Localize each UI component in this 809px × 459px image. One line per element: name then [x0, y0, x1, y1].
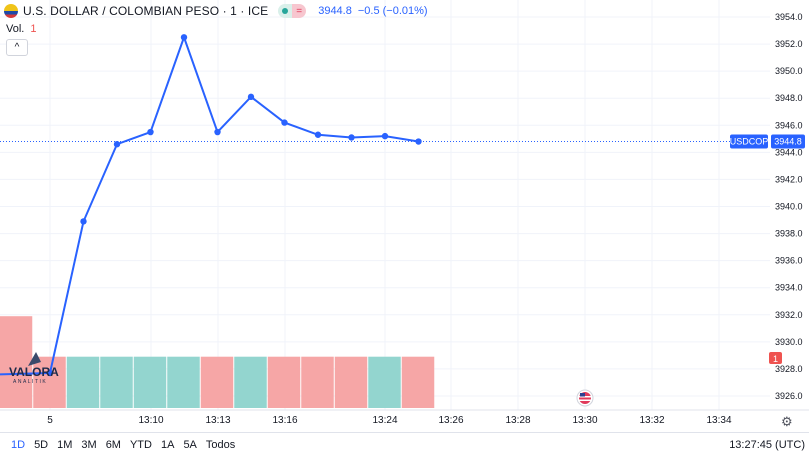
- price-point: [381, 132, 389, 140]
- valora-logo: VALORA ANALITIK: [9, 352, 59, 385]
- price-point: [46, 369, 54, 377]
- time-tick-label: 13:24: [372, 415, 397, 426]
- volume-bar: [234, 356, 267, 408]
- volume-tag: 1: [769, 352, 782, 364]
- price-point: [214, 128, 221, 136]
- volume-bars: [0, 316, 435, 408]
- price-point: [80, 218, 87, 225]
- range-1d[interactable]: 1D: [11, 439, 26, 451]
- price-chart[interactable]: 3926.0 3928.0 3930.0 3932.0 3934.0 3936.0 3938…: [0, 0, 809, 432]
- price-tick-label: 3952.0: [775, 39, 803, 49]
- market-status-pill[interactable]: =: [278, 4, 307, 18]
- volume-value: 1: [30, 23, 37, 35]
- volume-bar: [100, 356, 133, 408]
- price-series: [0, 34, 422, 377]
- symbol-title[interactable]: U.S. DOLLAR / COLOMBIAN PESO · 1 · ICE: [23, 4, 269, 18]
- market-open-icon: [278, 4, 293, 18]
- range-1m[interactable]: 1M: [57, 439, 73, 451]
- time-tick-label: 13:32: [639, 415, 664, 426]
- chevron-up-icon: ^: [14, 42, 20, 53]
- range-ytd[interactable]: YTD: [129, 439, 152, 451]
- us-event-icon[interactable]: [576, 389, 594, 407]
- price-tick-label: 3948.0: [775, 93, 803, 103]
- price-point: [281, 119, 288, 126]
- time-tick-label: 13:34: [706, 415, 731, 426]
- price-tick-label: 3942.0: [775, 174, 803, 184]
- price-tick-label: 3934.0: [775, 283, 803, 293]
- volume-bar: [301, 356, 334, 408]
- price-change: −0.5 (−0.01%): [357, 5, 428, 17]
- range-selector: 1D 5D 1M 3M 6M YTD 1A 5A Todos: [11, 439, 235, 451]
- price-tick-label: 3938.0: [775, 229, 803, 239]
- time-tick-label: 13:30: [572, 415, 597, 426]
- volume-bar: [167, 356, 200, 408]
- range-5d[interactable]: 5D: [34, 439, 49, 451]
- logo-sub: ANALITIK: [13, 379, 47, 385]
- price-tag-value: 3944.8: [774, 137, 802, 147]
- price-axis: 3926.0 3928.0 3930.0 3932.0 3934.0 3936.0 3938…: [775, 12, 803, 401]
- time-tick-label: 13:10: [138, 415, 163, 426]
- price-tick-label: 3940.0: [775, 202, 803, 212]
- price-tag-symbol: USDCOP: [730, 137, 769, 147]
- price-point: [415, 138, 422, 145]
- price-point: [247, 93, 255, 101]
- volume-legend: Vol. 1: [6, 23, 36, 35]
- price-tick-label: 3946.0: [775, 120, 803, 130]
- last-price: 3944.8: [318, 5, 352, 17]
- volume-bar: [334, 356, 368, 408]
- price-tick-label: 3928.0: [775, 364, 803, 374]
- range-1a[interactable]: 1A: [160, 439, 175, 451]
- volume-bar: [133, 356, 167, 408]
- clock: 13:27:45 (UTC): [729, 439, 805, 451]
- settings-gear-icon[interactable]: ⚙: [781, 414, 793, 429]
- volume-label: Vol.: [6, 23, 25, 35]
- volume-bar: [267, 356, 301, 408]
- logo-name: VALORA: [9, 365, 59, 379]
- chart-grid: [0, 0, 809, 411]
- price-tag: USDCOP 3944.8: [730, 134, 805, 149]
- volume-bar: [200, 356, 234, 408]
- time-tick-label: 13:16: [272, 415, 297, 426]
- price-point: [314, 131, 322, 138]
- volume-bar: [33, 356, 66, 408]
- time-tick-label: 13:28: [505, 415, 530, 426]
- time-tick-label: 13:13: [205, 415, 230, 426]
- range-3m[interactable]: 3M: [81, 439, 97, 451]
- quote: 3944.8 −0.5 (−0.01%): [318, 5, 427, 17]
- price-tick-label: 3932.0: [775, 310, 803, 320]
- bottom-toolbar: 1D 5D 1M 3M 6M YTD 1A 5A Todos 13:27:45 (UTC): [0, 432, 809, 459]
- range-6m[interactable]: 6M: [105, 439, 121, 451]
- price-point: [348, 134, 355, 141]
- price-line: [0, 34, 419, 376]
- price-tick-label: 3936.0: [775, 256, 803, 266]
- svg-text:1: 1: [773, 354, 778, 364]
- equals-icon: =: [292, 4, 307, 18]
- price-point: [147, 128, 154, 136]
- range-todos[interactable]: Todos: [205, 439, 236, 451]
- time-tick-label: 13:26: [438, 415, 463, 426]
- volume-bar: [66, 356, 100, 408]
- time-axis: 5 13:10 13:13 13:16 13:24 13:26 13:28 13:30 13:3…: [47, 415, 732, 426]
- price-point: [180, 34, 188, 41]
- time-tick-label: 5: [47, 415, 53, 426]
- price-tick-label: 3930.0: [775, 337, 803, 347]
- us-colombia-flag-icon: [4, 4, 18, 18]
- volume-bar: [0, 316, 33, 408]
- price-tick-label: 3926.0: [775, 391, 803, 401]
- symbol-header: U.S. DOLLAR / COLOMBIAN PESO · 1 · ICE =…: [0, 0, 428, 22]
- price-tick-label: 3944.0: [775, 147, 803, 157]
- volume-bar: [368, 356, 401, 408]
- price-tick-label: 3950.0: [775, 66, 803, 76]
- range-5a[interactable]: 5A: [183, 439, 197, 451]
- price-tick-label: 3954.0: [775, 12, 803, 22]
- volume-bar: [401, 356, 435, 408]
- price-point: [113, 141, 121, 148]
- collapse-legend-button[interactable]: ^: [6, 39, 28, 56]
